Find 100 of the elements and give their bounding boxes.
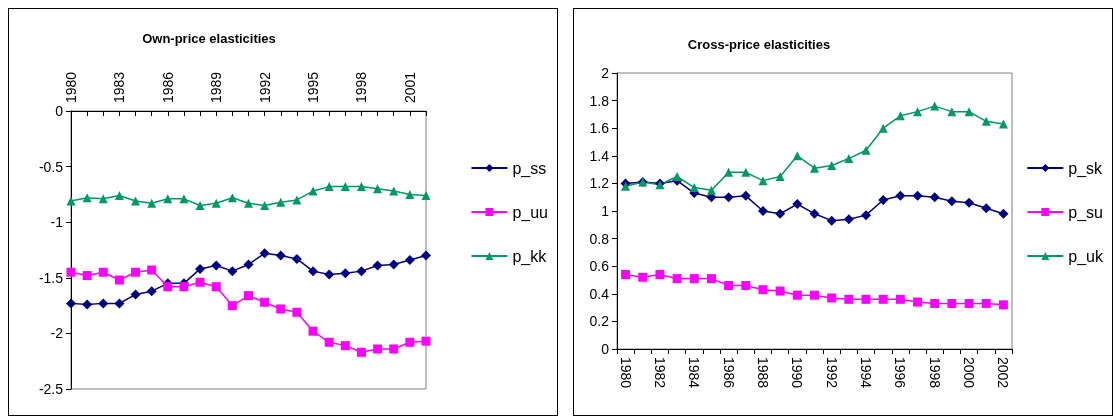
point — [758, 176, 768, 186]
point — [741, 167, 751, 177]
point — [421, 336, 431, 346]
x-tick-label: 1982 — [651, 357, 668, 389]
point — [912, 190, 923, 201]
chart-title: Own-price elasticities — [142, 31, 276, 46]
point — [66, 196, 76, 206]
point — [638, 272, 648, 282]
point — [244, 198, 253, 208]
point — [792, 290, 802, 300]
y-tick-label: 0.6 — [589, 258, 610, 275]
point — [930, 101, 940, 111]
point — [114, 298, 125, 309]
x-tick-label: 1984 — [686, 357, 703, 389]
point — [672, 172, 682, 181]
point — [82, 299, 93, 310]
point — [861, 145, 871, 155]
y-tick-label: 0 — [601, 341, 610, 357]
point — [195, 277, 205, 287]
point — [147, 198, 157, 208]
point — [308, 266, 319, 277]
point — [964, 107, 974, 117]
point — [114, 275, 124, 285]
point — [810, 290, 819, 300]
point — [809, 208, 820, 219]
point — [131, 267, 141, 277]
y-tick-label: 0.2 — [589, 313, 610, 330]
point — [275, 250, 286, 261]
point — [724, 167, 734, 177]
point — [389, 186, 399, 196]
y-tick-label: -2 — [50, 325, 64, 342]
y-tick-label: 0 — [55, 103, 64, 119]
x-tick-label: 2000 — [961, 357, 978, 389]
point — [672, 274, 682, 284]
y-tick-label: 2 — [601, 65, 610, 81]
point — [827, 293, 837, 303]
point — [98, 267, 108, 277]
point — [308, 186, 318, 196]
y-tick-label: 1 — [601, 203, 610, 219]
point — [724, 281, 734, 291]
point — [211, 260, 222, 271]
point — [146, 286, 157, 297]
point — [276, 304, 286, 314]
point — [163, 282, 173, 292]
point — [195, 201, 205, 211]
point — [998, 208, 1009, 219]
point — [195, 263, 206, 274]
point — [689, 274, 699, 284]
point — [998, 119, 1008, 129]
point — [130, 289, 141, 300]
point — [340, 182, 350, 192]
point — [964, 298, 974, 308]
point — [810, 163, 819, 173]
point — [372, 260, 383, 271]
point — [706, 274, 716, 284]
point — [373, 184, 383, 194]
y-tick-label: 0.4 — [589, 285, 610, 302]
y-tick-label: -1 — [50, 214, 64, 231]
point — [259, 248, 270, 259]
point — [404, 255, 415, 266]
point — [179, 194, 189, 204]
point — [211, 198, 221, 208]
x-tick-label: 1986 — [159, 71, 176, 103]
point — [356, 182, 366, 192]
point — [66, 267, 76, 277]
y-tick-label: -2.5 — [38, 381, 64, 397]
point — [131, 196, 141, 206]
point — [340, 341, 350, 351]
point — [706, 185, 716, 195]
x-tick-label: 1995 — [305, 71, 322, 103]
point — [844, 294, 854, 304]
point — [792, 199, 803, 210]
point — [211, 282, 221, 292]
point — [930, 298, 940, 308]
point — [356, 347, 366, 357]
point — [421, 250, 431, 261]
x-tick-label: 1992 — [256, 71, 273, 103]
point — [66, 298, 76, 309]
point — [827, 160, 837, 170]
point — [260, 297, 270, 307]
point — [775, 208, 786, 219]
point — [82, 193, 92, 203]
point — [861, 294, 871, 304]
x-tick-label: 1983 — [111, 71, 128, 103]
point — [324, 337, 334, 347]
chart-title: Cross-price elasticities — [687, 37, 831, 52]
x-tick-label: 1989 — [208, 71, 225, 103]
y-tick-label: 1.6 — [589, 120, 610, 137]
point — [878, 194, 889, 205]
point — [757, 206, 768, 216]
y-tick-label: 1.8 — [589, 92, 610, 109]
point — [878, 123, 888, 133]
point — [861, 210, 872, 221]
point — [895, 294, 905, 304]
x-tick-label: 1980 — [63, 71, 79, 103]
x-tick-label: 1994 — [858, 357, 875, 389]
point — [98, 298, 109, 309]
x-tick-label: 1996 — [892, 357, 909, 389]
point — [227, 301, 237, 311]
x-tick-label: 1990 — [789, 357, 806, 389]
